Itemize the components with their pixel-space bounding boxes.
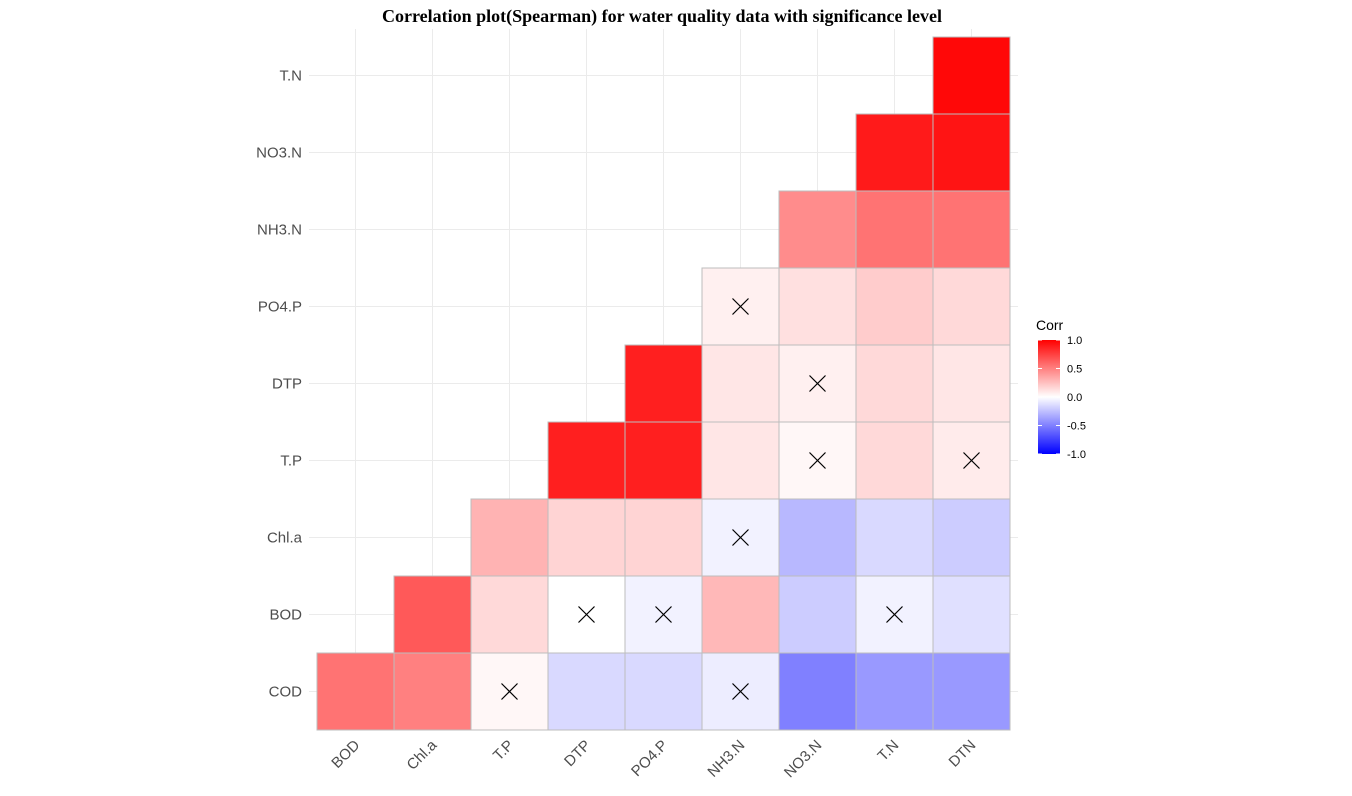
y-tick-label: Chl.a	[267, 530, 303, 547]
y-tick-label: PO4.P	[258, 299, 302, 316]
x-tick-label: Chl.a	[404, 736, 441, 773]
heatmap-cell	[932, 36, 1011, 115]
heatmap-cell	[624, 652, 703, 731]
legend-ticks: 1.0 0.5 0.0 -0.5 -1.0	[1038, 335, 1086, 461]
heatmap-cell	[701, 575, 780, 654]
heatmap-cell	[932, 652, 1011, 731]
heatmap-cell	[547, 652, 626, 731]
x-tick-label: BOD	[328, 737, 363, 772]
heatmap-cell	[470, 575, 549, 654]
insignificance-mark	[886, 606, 903, 623]
heatmap-cell	[778, 267, 857, 346]
heatmap-cell	[701, 344, 780, 423]
color-legend: Corr 1.0 0.5 0.0 -0.5 -1.0	[1036, 317, 1086, 461]
heatmap-cell	[855, 267, 934, 346]
insignificance-mark	[809, 452, 826, 469]
insignificance-mark	[501, 683, 518, 700]
heatmap-cell	[470, 498, 549, 577]
x-tick-label: NO3.N	[781, 737, 825, 781]
heatmap-cell	[932, 498, 1011, 577]
y-tick-label: BOD	[269, 607, 302, 624]
legend-tick-label: 1.0	[1067, 335, 1082, 347]
x-tick-label: PO4.P	[628, 737, 671, 780]
heatmap-cell	[778, 190, 857, 269]
heatmap-cell	[393, 575, 472, 654]
y-tick-label: DTP	[272, 376, 302, 393]
x-tick-label: DTP	[561, 737, 594, 770]
x-axis-ticks: BOD Chl.a T.P DTP PO4.P NH3.N NO3.N T.N DTN	[328, 736, 979, 781]
x-tick-label: T.N	[874, 737, 902, 765]
legend-tick-label: 0.0	[1067, 392, 1082, 404]
insignificance-mark	[809, 375, 826, 392]
chart-title: Correlation plot(Spearman) for water qua…	[382, 6, 942, 27]
insignificance-mark	[732, 683, 749, 700]
heatmap-cells	[316, 36, 1011, 731]
heatmap-cell	[932, 190, 1011, 269]
y-tick-label: COD	[269, 684, 303, 701]
insignificance-mark	[963, 452, 980, 469]
heatmap-cell	[624, 498, 703, 577]
heatmap-cell	[547, 421, 626, 500]
heatmap-cell	[624, 421, 703, 500]
y-tick-label: T.P	[280, 453, 302, 470]
legend-colorbar	[1038, 340, 1060, 454]
legend-tick-label: 0.5	[1067, 364, 1082, 376]
insignificance-mark	[578, 606, 595, 623]
x-tick-label: DTN	[946, 737, 980, 771]
heatmap-cell	[932, 267, 1011, 346]
heatmap-cell	[932, 344, 1011, 423]
heatmap-cell	[316, 652, 395, 731]
heatmap-cell	[701, 421, 780, 500]
heatmap-cell	[855, 113, 934, 192]
heatmap-cell	[778, 575, 857, 654]
heatmap-cell	[855, 498, 934, 577]
legend-tick-label: -0.5	[1067, 421, 1086, 433]
heatmap-cell	[932, 575, 1011, 654]
heatmap-cell	[855, 344, 934, 423]
heatmap-cell	[624, 344, 703, 423]
heatmap-cell	[855, 421, 934, 500]
insignificance-marks	[501, 298, 980, 700]
insignificance-mark	[655, 606, 672, 623]
y-tick-label: T.N	[280, 68, 303, 85]
heatmap-cell	[547, 498, 626, 577]
heatmap-cell	[778, 652, 857, 731]
heatmap-cell	[855, 190, 934, 269]
y-tick-label: NO3.N	[256, 145, 302, 162]
heatmap-cell	[393, 652, 472, 731]
y-axis-ticks: COD BOD Chl.a T.P DTP PO4.P NH3.N NO3.N T.N	[256, 68, 302, 701]
heatmap-cell	[778, 498, 857, 577]
legend-tick-label: -1.0	[1067, 449, 1086, 461]
x-tick-label: T.P	[490, 737, 517, 764]
x-tick-label: NH3.N	[704, 737, 748, 781]
insignificance-mark	[732, 298, 749, 315]
heatmap-cell	[855, 652, 934, 731]
heatmap-cell	[932, 113, 1011, 192]
y-tick-label: NH3.N	[257, 222, 302, 239]
legend-title: Corr	[1036, 317, 1064, 333]
insignificance-mark	[732, 529, 749, 546]
